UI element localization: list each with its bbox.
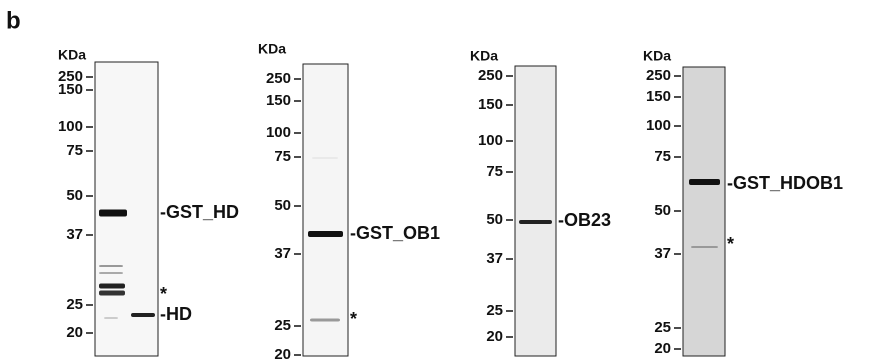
band-label: -GST_HDOB1 xyxy=(727,173,843,193)
marker-label: 75 xyxy=(66,142,83,159)
band-label: * xyxy=(350,309,357,329)
band-label: -GST_HD xyxy=(160,202,239,222)
band xyxy=(99,284,125,289)
marker-label: 20 xyxy=(274,346,291,363)
marker-label: 75 xyxy=(274,148,291,165)
marker-label: 50 xyxy=(66,187,83,204)
unit-label: KDa xyxy=(58,47,86,63)
marker-label: 150 xyxy=(646,88,671,105)
band-label: -GST_OB1 xyxy=(350,223,440,243)
band xyxy=(104,317,118,319)
band xyxy=(310,319,340,322)
gel xyxy=(303,64,348,356)
marker-label: 150 xyxy=(266,92,291,109)
marker-label: 20 xyxy=(66,324,83,341)
marker-label: 25 xyxy=(486,302,503,319)
marker-label: 100 xyxy=(646,117,671,134)
band xyxy=(312,158,338,159)
marker-label: 25 xyxy=(274,317,291,334)
band xyxy=(99,272,123,274)
marker-label: 50 xyxy=(486,211,503,228)
marker-label: 250 xyxy=(266,70,291,87)
unit-label: KDa xyxy=(258,41,286,57)
marker-label: 50 xyxy=(654,202,671,219)
marker-label: 37 xyxy=(66,226,83,243)
marker-label: 75 xyxy=(654,148,671,165)
unit-label: KDa xyxy=(470,48,498,64)
band xyxy=(99,210,127,217)
band xyxy=(131,313,155,317)
marker-label: 100 xyxy=(478,132,503,149)
marker-label: 100 xyxy=(266,124,291,141)
band xyxy=(99,265,123,267)
band xyxy=(308,231,343,237)
marker-label: 250 xyxy=(478,67,503,84)
band-label: * xyxy=(727,234,734,254)
band xyxy=(99,291,125,296)
gel xyxy=(683,67,725,356)
marker-label: 37 xyxy=(486,250,503,267)
band-label: -HD xyxy=(160,304,192,324)
marker-label: 25 xyxy=(66,296,83,313)
marker-label: 20 xyxy=(486,328,503,345)
marker-label: 25 xyxy=(654,319,671,336)
figure-label: b xyxy=(6,7,21,34)
band-label: * xyxy=(160,284,167,304)
band xyxy=(689,179,720,185)
unit-label: KDa xyxy=(643,48,671,64)
marker-label: 150 xyxy=(478,96,503,113)
band-label: -OB23 xyxy=(558,210,611,230)
band xyxy=(691,246,718,248)
marker-label: 100 xyxy=(58,118,83,135)
marker-label: 150 xyxy=(58,81,83,98)
gel xyxy=(515,66,556,356)
band xyxy=(519,220,552,224)
marker-label: 37 xyxy=(274,245,291,262)
figure: b KDa2501501007550372520-GST_HD*-HDKDa25… xyxy=(0,0,875,364)
gel xyxy=(95,62,158,356)
marker-label: 37 xyxy=(654,245,671,262)
marker-label: 250 xyxy=(646,67,671,84)
marker-label: 20 xyxy=(654,340,671,357)
marker-label: 50 xyxy=(274,197,291,214)
marker-label: 75 xyxy=(486,163,503,180)
